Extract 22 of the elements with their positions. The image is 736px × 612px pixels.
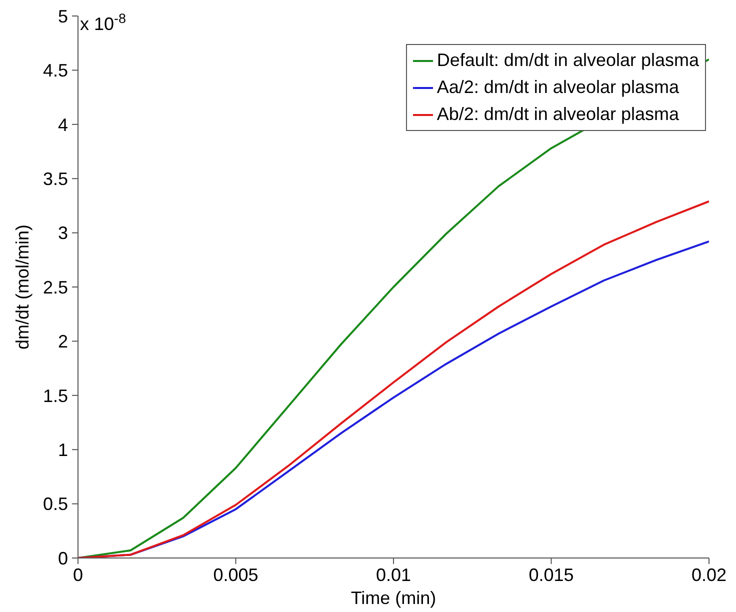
y-tick-label: 0 — [58, 548, 68, 568]
x-tick-label: 0 — [72, 564, 84, 585]
annotation: x 10$^{-8}$ — [80, 10, 126, 34]
y-tick-label: 4 — [58, 114, 68, 135]
x-tick-label: 0.005 — [213, 564, 258, 585]
legend-label: Ab/2: dm/dt in alveolar plasma — [436, 103, 679, 126]
x-tick-label: 0.015 — [528, 564, 574, 585]
y-tick-label: 1 — [58, 440, 68, 460]
y-tick-label: 4.5 — [42, 60, 68, 81]
y-tick-label: 3 — [58, 223, 68, 244]
y-tick-label: 5 — [58, 6, 68, 26]
y-tick-label: 2 — [58, 332, 68, 352]
y-tick-label: 0.5 — [42, 494, 68, 514]
y-tick-label: 3.5 — [42, 168, 68, 189]
x-tick-label: 0.01 — [376, 564, 412, 585]
legend-label: Default: dm/dt in alveolar plasma — [436, 49, 699, 72]
x-axis-title: Time (min) — [350, 588, 436, 608]
y-tick-label: 1.5 — [42, 386, 68, 406]
y-tick-label: 2.5 — [42, 277, 68, 298]
legend-label: Aa/2: dm/dt in alveolar plasma — [436, 76, 679, 99]
y-axis-title: dm/dt (mol/min) — [12, 224, 32, 350]
x-tick-label: 0.02 — [691, 564, 727, 585]
